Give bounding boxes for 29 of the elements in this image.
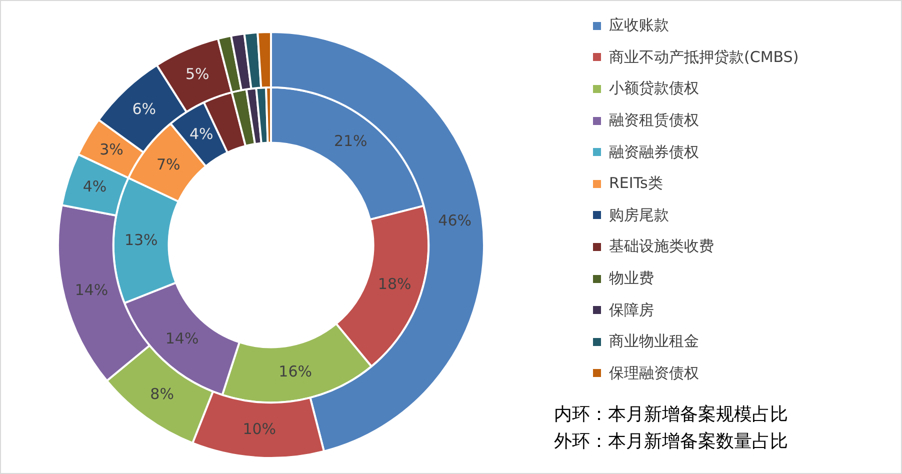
legend-label: 商业不动产抵押贷款(CMBS) [609,48,799,67]
legend-label: 小额贷款债权 [609,79,699,98]
data-label: 5% [186,64,210,83]
legend-label: 商业物业租金 [609,332,699,352]
data-label: 46% [438,212,472,230]
data-label: 14% [165,330,199,348]
legend-label: REITs类 [609,174,663,194]
legend-label: 融资租赁债权 [609,111,699,130]
data-label: 6% [132,100,156,118]
text: 内环：本月新增备案规模占比 [554,403,788,427]
legend-label: 融资融券债权 [609,142,699,162]
legend-label: 购房尾款 [609,206,669,225]
data-label: 10% [242,420,276,438]
data-label: 14% [74,280,108,299]
data-label: 16% [278,362,312,381]
legend-label: 基础设施类收费 [609,237,714,256]
data-label: 8% [150,384,174,403]
data-label: 4% [82,178,107,196]
data-label: 3% [100,140,124,159]
legend-label: 应收账款 [609,16,669,36]
data-label: 13% [124,230,158,249]
legend-label: 保理融资债权 [609,364,699,383]
text: 外环：本月新增备案数量占比 [554,430,788,454]
data-label: 18% [378,275,412,294]
legend-label: 物业费 [609,269,654,288]
data-label: 7% [156,155,180,174]
legend-label: 保障房 [609,300,654,320]
data-label: 21% [334,132,368,150]
data-label: 4% [189,125,214,144]
